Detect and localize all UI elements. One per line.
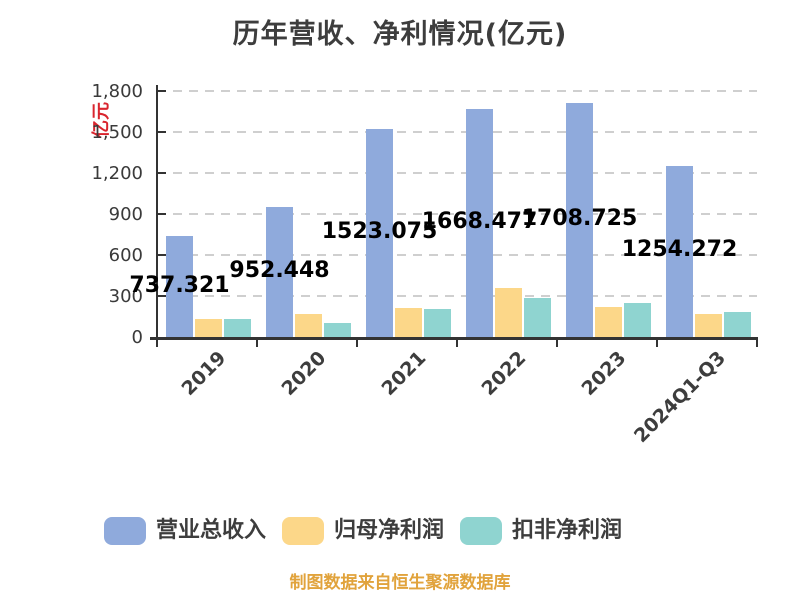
bar-net-profit-2024Q1-Q3	[695, 313, 722, 337]
bar-revenue-2021	[366, 128, 393, 337]
legend-label-deducted-net-profit: 扣非净利润	[512, 518, 623, 543]
data-label-2019: 737.321	[129, 272, 230, 298]
y-tick-label: 600	[108, 245, 143, 266]
x-axis-tick	[456, 340, 458, 347]
bar-deducted-net-profit-2022	[524, 298, 551, 337]
bar-deducted-net-profit-2021	[424, 308, 451, 337]
y-tick-label: 300	[108, 286, 143, 307]
y-tick-label: 0	[131, 327, 143, 348]
legend-swatch-revenue	[104, 517, 146, 545]
gridline-900	[157, 213, 757, 215]
x-axis-line	[150, 337, 758, 340]
legend-item-deducted-net-profit: 扣非净利润	[460, 517, 622, 545]
bar-revenue-2022	[466, 108, 493, 337]
bar-revenue-2024Q1-Q3	[666, 165, 693, 337]
y-axis-tick	[158, 213, 166, 215]
y-tick-label: 1,200	[91, 163, 143, 184]
bar-deducted-net-profit-2024Q1-Q3	[724, 312, 751, 337]
bar-net-profit-2020	[295, 313, 322, 337]
x-axis-tick	[256, 340, 258, 347]
x-label-2021: 2021	[377, 347, 431, 400]
bar-deducted-net-profit-2019	[224, 319, 251, 337]
gridline-600	[157, 254, 757, 256]
x-axis-tick	[156, 340, 158, 347]
legend-label-net-profit: 归母净利润	[334, 518, 445, 543]
x-label-2019: 2019	[177, 347, 231, 400]
y-axis-line	[156, 85, 158, 339]
bar-revenue-2023	[566, 103, 593, 337]
bar-net-profit-2019	[195, 319, 222, 337]
chart-footer-source: 制图数据来自恒生聚源数据库	[289, 573, 511, 593]
y-axis-tick	[158, 295, 166, 297]
bar-net-profit-2022	[495, 288, 522, 337]
y-axis-tick	[158, 90, 166, 92]
gridline-1200	[157, 172, 757, 174]
y-axis-tick	[158, 172, 166, 174]
x-label-2022: 2022	[477, 347, 531, 400]
y-axis-tick	[158, 131, 166, 133]
legend-item-net-profit: 归母净利润	[282, 517, 444, 545]
bar-net-profit-2021	[395, 307, 422, 337]
data-label-2023: 1708.725	[521, 206, 638, 232]
gridline-1800	[157, 90, 757, 92]
chart-title: 历年营收、净利情况(亿元)	[232, 19, 568, 50]
bar-revenue-2020	[266, 206, 293, 337]
x-label-2023: 2023	[577, 347, 631, 400]
gridline-1500	[157, 131, 757, 133]
y-tick-label: 1,800	[91, 81, 143, 102]
bar-net-profit-2023	[595, 306, 622, 337]
bar-revenue-2019	[166, 236, 193, 337]
legend-item-revenue: 营业总收入	[104, 517, 266, 545]
data-label-2024Q1-Q3: 1254.272	[621, 237, 738, 263]
legend-swatch-deducted-net-profit	[460, 517, 503, 545]
legend-swatch-net-profit	[282, 517, 325, 545]
x-label-2024Q1-Q3: 2024Q1-Q3	[630, 347, 731, 448]
x-axis-tick	[556, 340, 558, 347]
y-tick-label: 1,500	[91, 122, 143, 143]
x-axis-tick	[356, 340, 358, 347]
legend-label-revenue: 营业总收入	[156, 518, 267, 543]
x-label-2020: 2020	[277, 347, 331, 400]
x-axis-tick	[756, 340, 758, 347]
y-axis-tick	[158, 254, 166, 256]
y-tick-label: 900	[108, 204, 143, 225]
data-label-2020: 952.448	[229, 257, 330, 283]
data-label-2021: 1523.075	[321, 218, 438, 244]
legend: 营业总收入 归母净利润 扣非净利润	[104, 517, 622, 545]
bar-deducted-net-profit-2023	[624, 302, 651, 337]
x-axis-tick	[656, 340, 658, 347]
data-label-2022: 1668.477	[421, 208, 538, 234]
bar-deducted-net-profit-2020	[324, 323, 351, 337]
gridline-300	[157, 295, 757, 297]
